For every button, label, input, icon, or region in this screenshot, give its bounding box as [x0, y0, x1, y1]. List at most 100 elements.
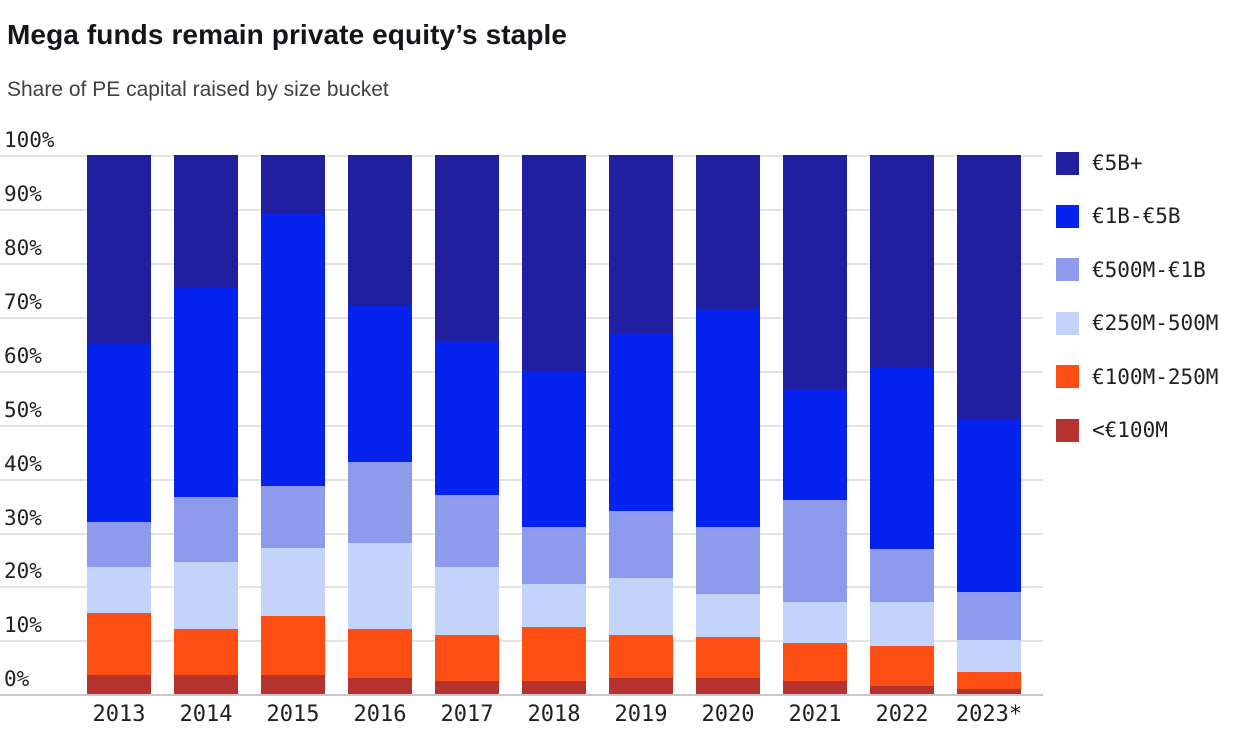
bar-segment[interactable]: [261, 675, 325, 694]
bar-segment[interactable]: [87, 155, 151, 344]
bar-segment[interactable]: [696, 526, 760, 595]
bar-segment[interactable]: [87, 567, 151, 614]
gridline: [0, 586, 1043, 589]
bar-segment[interactable]: [348, 629, 412, 678]
bar-segment[interactable]: [522, 370, 586, 527]
bar-segment[interactable]: [261, 548, 325, 616]
gridline: [0, 640, 1043, 643]
bar-segment[interactable]: [957, 155, 1021, 420]
legend-swatch: [1056, 311, 1079, 335]
legend-swatch: [1056, 151, 1079, 175]
bar-segment[interactable]: [609, 332, 673, 511]
bar-2015[interactable]: [261, 155, 325, 694]
bar-segment[interactable]: [87, 675, 151, 694]
bar-segment[interactable]: [348, 677, 412, 694]
bar-segment[interactable]: [783, 389, 847, 500]
legend-swatch: [1056, 204, 1079, 228]
bar-segment[interactable]: [435, 567, 499, 635]
bar-2020[interactable]: [696, 155, 760, 695]
bar-segment[interactable]: [174, 629, 238, 676]
bar-segment[interactable]: [87, 521, 151, 568]
bar-segment[interactable]: [435, 494, 499, 568]
legend-label: <€100M: [1092, 418, 1168, 442]
bar-2023[interactable]: [957, 155, 1021, 695]
bar-2017[interactable]: [435, 155, 499, 695]
y-axis-tick: 100%: [4, 128, 55, 152]
x-axis-label: 2022: [875, 702, 929, 727]
y-axis-tick: 40%: [4, 451, 42, 476]
bar-2018[interactable]: [522, 155, 586, 694]
bar-2022[interactable]: [870, 155, 934, 695]
bar-segment[interactable]: [435, 155, 499, 341]
bar-segment[interactable]: [609, 677, 673, 694]
bar-segment[interactable]: [783, 680, 847, 695]
bar-segment[interactable]: [348, 462, 412, 544]
bar-2014[interactable]: [174, 155, 238, 694]
bar-segment[interactable]: [87, 613, 151, 676]
bar-segment[interactable]: [261, 214, 325, 487]
bar-segment[interactable]: [435, 634, 499, 681]
bar-segment[interactable]: [957, 672, 1021, 689]
gridline: [0, 478, 1043, 481]
legend-label: €500M-€1B: [1092, 257, 1206, 282]
x-axis-label: 2018: [527, 702, 581, 727]
y-axis-tick: 60%: [4, 343, 42, 368]
gridline: [0, 155, 1043, 157]
bar-segment[interactable]: [522, 526, 586, 584]
bar-segment[interactable]: [696, 637, 760, 678]
bar-segment[interactable]: [957, 640, 1021, 673]
x-axis-label: 2015: [266, 702, 320, 727]
bar-2019[interactable]: [609, 155, 673, 694]
bar-segment[interactable]: [957, 688, 1021, 695]
bar-segment[interactable]: [609, 578, 673, 635]
plot-area: 100% 90% 80% 70% 60% 50% 40% 30% 20% 10% 0% 2013 201…: [0, 128, 1043, 727]
bar-segment[interactable]: [174, 675, 238, 694]
bar-segment[interactable]: [261, 155, 325, 215]
x-axis-label: 2023*: [955, 702, 1023, 727]
bar-segment[interactable]: [522, 155, 586, 371]
bar-2016[interactable]: [348, 155, 412, 694]
x-axis-label: 2019: [614, 702, 668, 727]
bar-segment[interactable]: [783, 642, 847, 681]
bar-segment[interactable]: [870, 645, 934, 686]
bar-segment[interactable]: [435, 340, 499, 495]
bar-segment[interactable]: [696, 308, 760, 527]
bar-segment[interactable]: [870, 602, 934, 646]
bar-segment[interactable]: [696, 594, 760, 638]
bar-segment[interactable]: [174, 155, 238, 288]
legend-label: €100M-250M: [1092, 364, 1219, 389]
bar-segment[interactable]: [783, 155, 847, 390]
y-axis-tick: 70%: [4, 289, 42, 314]
bar-segment[interactable]: [783, 499, 847, 603]
bar-segment[interactable]: [261, 615, 325, 676]
bar-segment[interactable]: [522, 583, 586, 627]
bar-segment[interactable]: [957, 591, 1021, 641]
bar-segment[interactable]: [957, 419, 1021, 592]
x-axis-label: 2017: [440, 702, 494, 727]
bar-segment[interactable]: [174, 287, 238, 498]
bar-segment[interactable]: [870, 367, 934, 549]
bar-segment[interactable]: [348, 543, 412, 630]
bar-segment[interactable]: [609, 155, 673, 333]
bar-segment[interactable]: [609, 510, 673, 579]
bar-segment[interactable]: [435, 680, 499, 695]
bar-segment[interactable]: [783, 602, 847, 643]
bar-segment[interactable]: [522, 626, 586, 681]
bar-segment[interactable]: [348, 155, 412, 306]
bar-segment[interactable]: [696, 677, 760, 695]
bar-2021[interactable]: [783, 155, 847, 695]
bar-segment[interactable]: [870, 548, 934, 603]
bar-2013[interactable]: [87, 155, 151, 694]
bar-segment[interactable]: [696, 155, 760, 309]
bar-segment[interactable]: [261, 486, 325, 549]
bar-segment[interactable]: [87, 343, 151, 522]
gridline: [0, 424, 1043, 427]
bar-segment[interactable]: [522, 680, 586, 694]
bar-segment[interactable]: [870, 155, 934, 368]
bar-segment[interactable]: [609, 634, 673, 678]
bar-segment[interactable]: [870, 685, 934, 695]
bar-segment[interactable]: [174, 561, 238, 630]
bar-segment[interactable]: [348, 305, 412, 463]
bar-segment[interactable]: [174, 497, 238, 562]
